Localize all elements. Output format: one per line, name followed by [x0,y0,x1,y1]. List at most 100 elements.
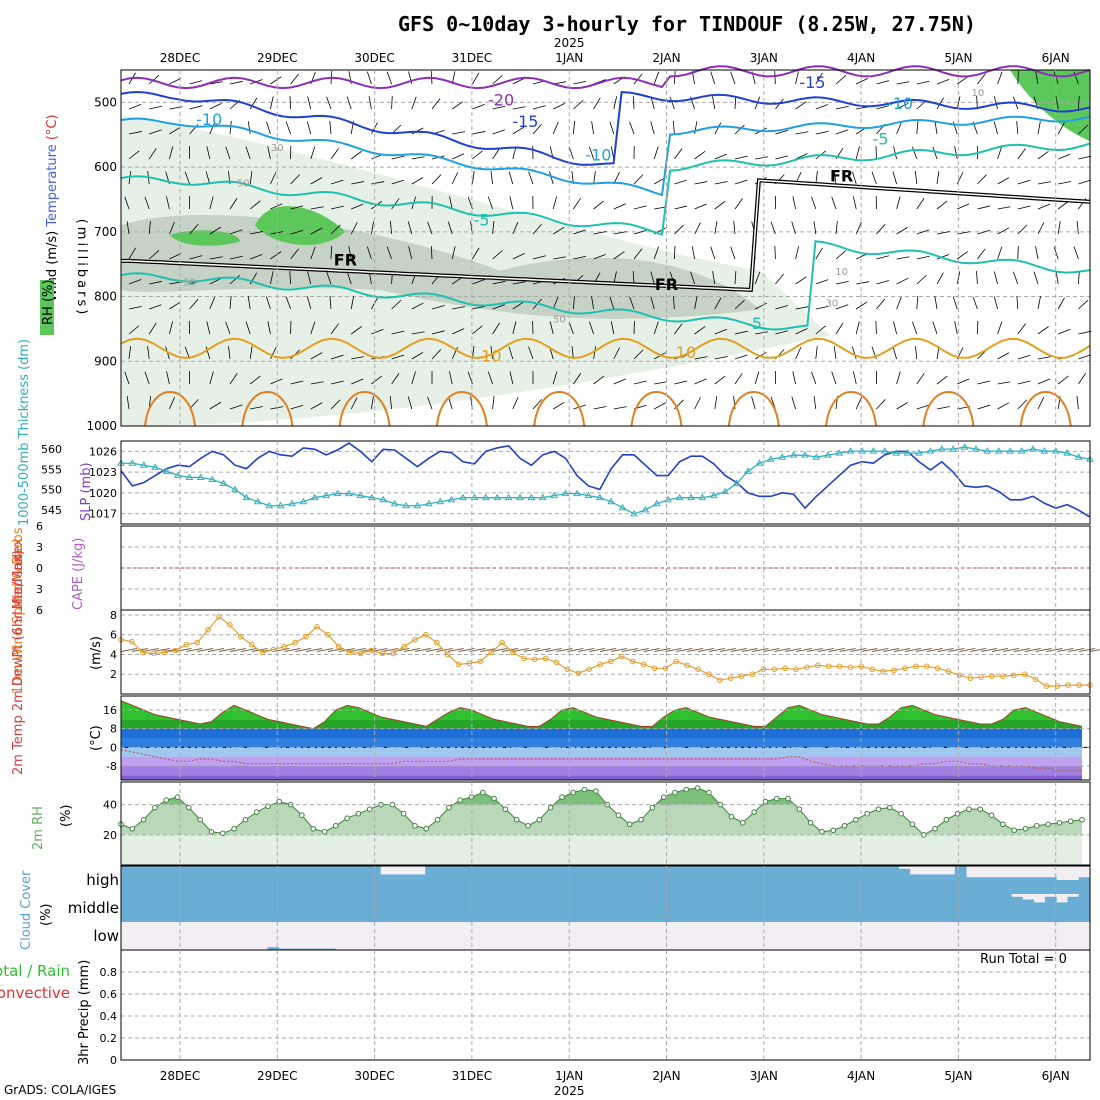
wind-barb [1017,205,1031,210]
wind-barb [977,380,991,385]
rh-point [242,816,249,823]
rh-point [864,810,870,817]
rh-point [491,795,497,802]
cloud-bar [560,894,573,922]
cloud-bar [312,894,325,922]
wind-barb [552,196,558,210]
wind-barb [993,96,998,110]
cloud-bar [582,894,595,922]
wind-speed-point [401,643,407,650]
wind-barb [976,95,978,110]
wind-barb [694,326,706,335]
cloud-bar [628,894,640,922]
wind-barb [120,648,138,652]
wind-barb [310,206,324,210]
wind-barb [795,648,813,652]
wind-barb [472,279,485,285]
wind-speed-point [292,639,299,646]
wind-barb [932,321,938,335]
rh-point [299,812,305,819]
wind-barb [249,375,261,385]
precip-panel: 0 0.2 0.4 0.6 0.8 3hr Precip (mm) Total / Rain… [0,949,1091,1067]
wind-barb [755,331,769,335]
cloud-bar [492,866,505,894]
wind-speed-point [629,658,636,665]
wind-barb [997,146,1003,160]
wind-barb [697,648,715,652]
wind-barb [472,305,486,310]
wind-barb [1055,96,1059,110]
wind-barb [148,250,160,260]
thickness-marker [744,467,752,474]
wind-barb [512,126,525,135]
thickness-marker [823,451,832,458]
wind-barb [669,271,675,285]
wind-barb [954,321,958,335]
cloud-bar [132,894,145,922]
slp-tick-label: 1017 [89,508,117,521]
contour-label: -5 [474,210,490,229]
temp-contour-15 [630,391,683,427]
wind-speed-point [1065,682,1072,688]
thickness-marker [595,493,604,501]
thickness-marker [789,451,798,458]
wind-speed-point [390,650,396,657]
wind-barb [249,200,261,210]
thickness-marker [516,493,524,501]
cloud-bar [301,866,314,894]
wind-barb [427,221,433,235]
temp-contour-15 [338,391,391,427]
wind-barb [613,96,618,110]
rh-point [321,829,328,835]
cloud-bar [132,866,145,894]
rh-point [174,794,181,800]
wind-barb [128,247,137,260]
cloud-bar [729,894,742,922]
wind-barb [528,171,534,185]
wind-barb [1078,155,1092,160]
cloud-bar [751,866,764,894]
thickness-marker [972,445,980,452]
wind-barb [977,229,990,235]
wind-speed-point [368,647,375,654]
wind-barb [811,196,817,210]
cloud-bar [346,894,359,922]
wind-barb [916,373,925,385]
wind-barb [552,401,565,410]
wind-barb [371,181,385,185]
wind-barb [386,246,392,260]
wind-barb [578,648,595,652]
wind-barb [775,330,789,335]
thickness-marker [345,489,353,497]
cloud-bar [290,866,302,894]
thickness-marker [960,443,969,450]
thickness-marker [801,451,809,458]
wind-barb [916,404,930,410]
wind-barb [934,296,938,310]
wind-barb [751,396,756,410]
cloud-bar [740,894,753,922]
rh-point [898,810,904,817]
wind-barb [719,648,736,652]
wind-barb [250,254,263,260]
wind-barb [916,296,919,310]
temp-contour-10 [120,337,1091,360]
wind-barb [371,396,374,410]
wind-barb [714,181,728,185]
wind-barb [997,352,1010,360]
wind-barb [148,147,157,160]
wind-barb [956,271,961,285]
rh-point [807,819,814,826]
cloud-bar [323,894,336,922]
rh-point [706,789,712,796]
thickness-marker [778,453,787,460]
wind-speed-point [444,651,451,658]
wind-barb [472,247,480,260]
wind-speed-line [120,616,1090,687]
wind-barb [852,196,857,210]
cloud-bar [357,894,370,922]
cloud-bar [875,894,888,922]
cloud-bar [650,866,663,894]
wind-barb [573,373,582,385]
wind-barb [871,171,877,185]
